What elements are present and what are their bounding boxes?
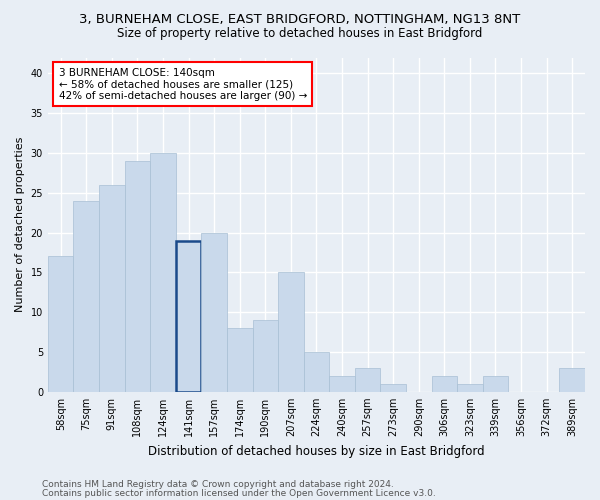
Bar: [253, 320, 278, 392]
Text: 3, BURNEHAM CLOSE, EAST BRIDGFORD, NOTTINGHAM, NG13 8NT: 3, BURNEHAM CLOSE, EAST BRIDGFORD, NOTTI…: [79, 12, 521, 26]
Text: 3 BURNEHAM CLOSE: 140sqm
← 58% of detached houses are smaller (125)
42% of semi-: 3 BURNEHAM CLOSE: 140sqm ← 58% of detach…: [59, 68, 307, 100]
Text: Contains public sector information licensed under the Open Government Licence v3: Contains public sector information licen…: [42, 489, 436, 498]
Bar: [48, 256, 73, 392]
Text: Contains HM Land Registry data © Crown copyright and database right 2024.: Contains HM Land Registry data © Crown c…: [42, 480, 394, 489]
Bar: [278, 272, 304, 392]
Bar: [227, 328, 253, 392]
Bar: [559, 368, 585, 392]
Bar: [99, 185, 125, 392]
Text: Size of property relative to detached houses in East Bridgford: Size of property relative to detached ho…: [118, 28, 482, 40]
Bar: [380, 384, 406, 392]
Bar: [304, 352, 329, 392]
Bar: [150, 153, 176, 392]
Bar: [125, 161, 150, 392]
X-axis label: Distribution of detached houses by size in East Bridgford: Distribution of detached houses by size …: [148, 444, 485, 458]
Bar: [329, 376, 355, 392]
Bar: [176, 240, 202, 392]
Bar: [73, 201, 99, 392]
Bar: [482, 376, 508, 392]
Bar: [457, 384, 482, 392]
Bar: [202, 232, 227, 392]
Bar: [355, 368, 380, 392]
Y-axis label: Number of detached properties: Number of detached properties: [15, 137, 25, 312]
Bar: [431, 376, 457, 392]
